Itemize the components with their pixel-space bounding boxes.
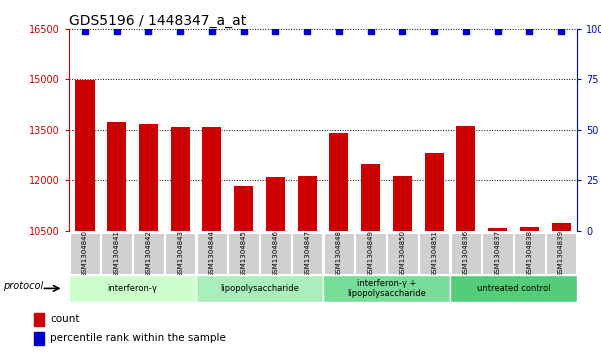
Text: lipopolysaccharide: lipopolysaccharide — [220, 284, 299, 293]
Text: GSM1304839: GSM1304839 — [558, 230, 564, 277]
Point — [239, 28, 248, 34]
Text: GSM1304846: GSM1304846 — [272, 230, 278, 277]
Text: GSM1304836: GSM1304836 — [463, 230, 469, 277]
Point — [302, 28, 312, 34]
Point — [270, 28, 280, 34]
Point — [525, 28, 534, 34]
Point — [175, 28, 185, 34]
Text: GSM1304851: GSM1304851 — [431, 230, 437, 277]
Bar — [355, 233, 386, 274]
Point — [112, 28, 121, 34]
Bar — [292, 233, 322, 274]
Text: interferon-γ +
lipopolysaccharide: interferon-γ + lipopolysaccharide — [347, 279, 426, 298]
Point — [334, 28, 344, 34]
Bar — [197, 233, 227, 274]
Text: GSM1304837: GSM1304837 — [495, 230, 501, 277]
Text: GSM1304845: GSM1304845 — [240, 230, 246, 277]
Point — [144, 28, 153, 34]
Text: GSM1304848: GSM1304848 — [336, 230, 342, 277]
Bar — [488, 228, 507, 231]
Point — [429, 28, 439, 34]
Bar — [139, 125, 158, 231]
Text: interferon-γ: interferon-γ — [108, 284, 157, 293]
Text: GSM1304850: GSM1304850 — [400, 230, 406, 277]
Bar — [133, 233, 163, 274]
Text: GSM1304849: GSM1304849 — [368, 230, 374, 277]
Bar — [324, 233, 354, 274]
Bar — [424, 153, 444, 231]
Point — [461, 28, 471, 34]
Bar — [228, 233, 259, 274]
Text: untreated control: untreated control — [477, 284, 551, 293]
Text: GSM1304838: GSM1304838 — [526, 230, 532, 277]
Text: GSM1304842: GSM1304842 — [145, 230, 151, 277]
Text: GSM1304841: GSM1304841 — [114, 230, 120, 277]
Bar — [361, 164, 380, 231]
Bar — [456, 126, 475, 231]
Bar — [450, 275, 577, 302]
Bar — [34, 313, 44, 326]
Point — [366, 28, 376, 34]
Bar — [297, 176, 317, 231]
Bar — [70, 233, 100, 274]
Point — [557, 28, 566, 34]
Text: protocol: protocol — [4, 281, 44, 291]
Bar — [165, 233, 195, 274]
Bar — [107, 122, 126, 231]
Bar — [76, 80, 94, 231]
Text: GSM1304847: GSM1304847 — [304, 230, 310, 277]
Bar — [393, 176, 412, 231]
Bar — [514, 233, 545, 274]
Bar — [34, 332, 44, 344]
Bar — [234, 186, 253, 231]
Bar — [451, 233, 481, 274]
Bar — [102, 233, 132, 274]
Point — [493, 28, 502, 34]
Bar — [483, 233, 513, 274]
Bar — [387, 233, 418, 274]
Text: GSM1304843: GSM1304843 — [177, 230, 183, 277]
Bar — [203, 127, 221, 231]
Point — [80, 28, 90, 34]
Bar — [266, 178, 285, 231]
Point — [207, 28, 217, 34]
Point — [398, 28, 407, 34]
Text: count: count — [50, 314, 79, 324]
Text: GDS5196 / 1448347_a_at: GDS5196 / 1448347_a_at — [69, 14, 246, 28]
Bar — [552, 223, 570, 231]
Bar — [196, 275, 323, 302]
Text: percentile rank within the sample: percentile rank within the sample — [50, 333, 226, 343]
Bar — [546, 233, 576, 274]
Bar — [171, 127, 190, 231]
Bar — [69, 275, 196, 302]
Bar — [520, 227, 539, 231]
Bar — [329, 133, 349, 231]
Bar — [419, 233, 450, 274]
Text: GSM1304844: GSM1304844 — [209, 230, 215, 277]
Bar — [260, 233, 291, 274]
Bar — [323, 275, 450, 302]
Text: GSM1304840: GSM1304840 — [82, 230, 88, 277]
